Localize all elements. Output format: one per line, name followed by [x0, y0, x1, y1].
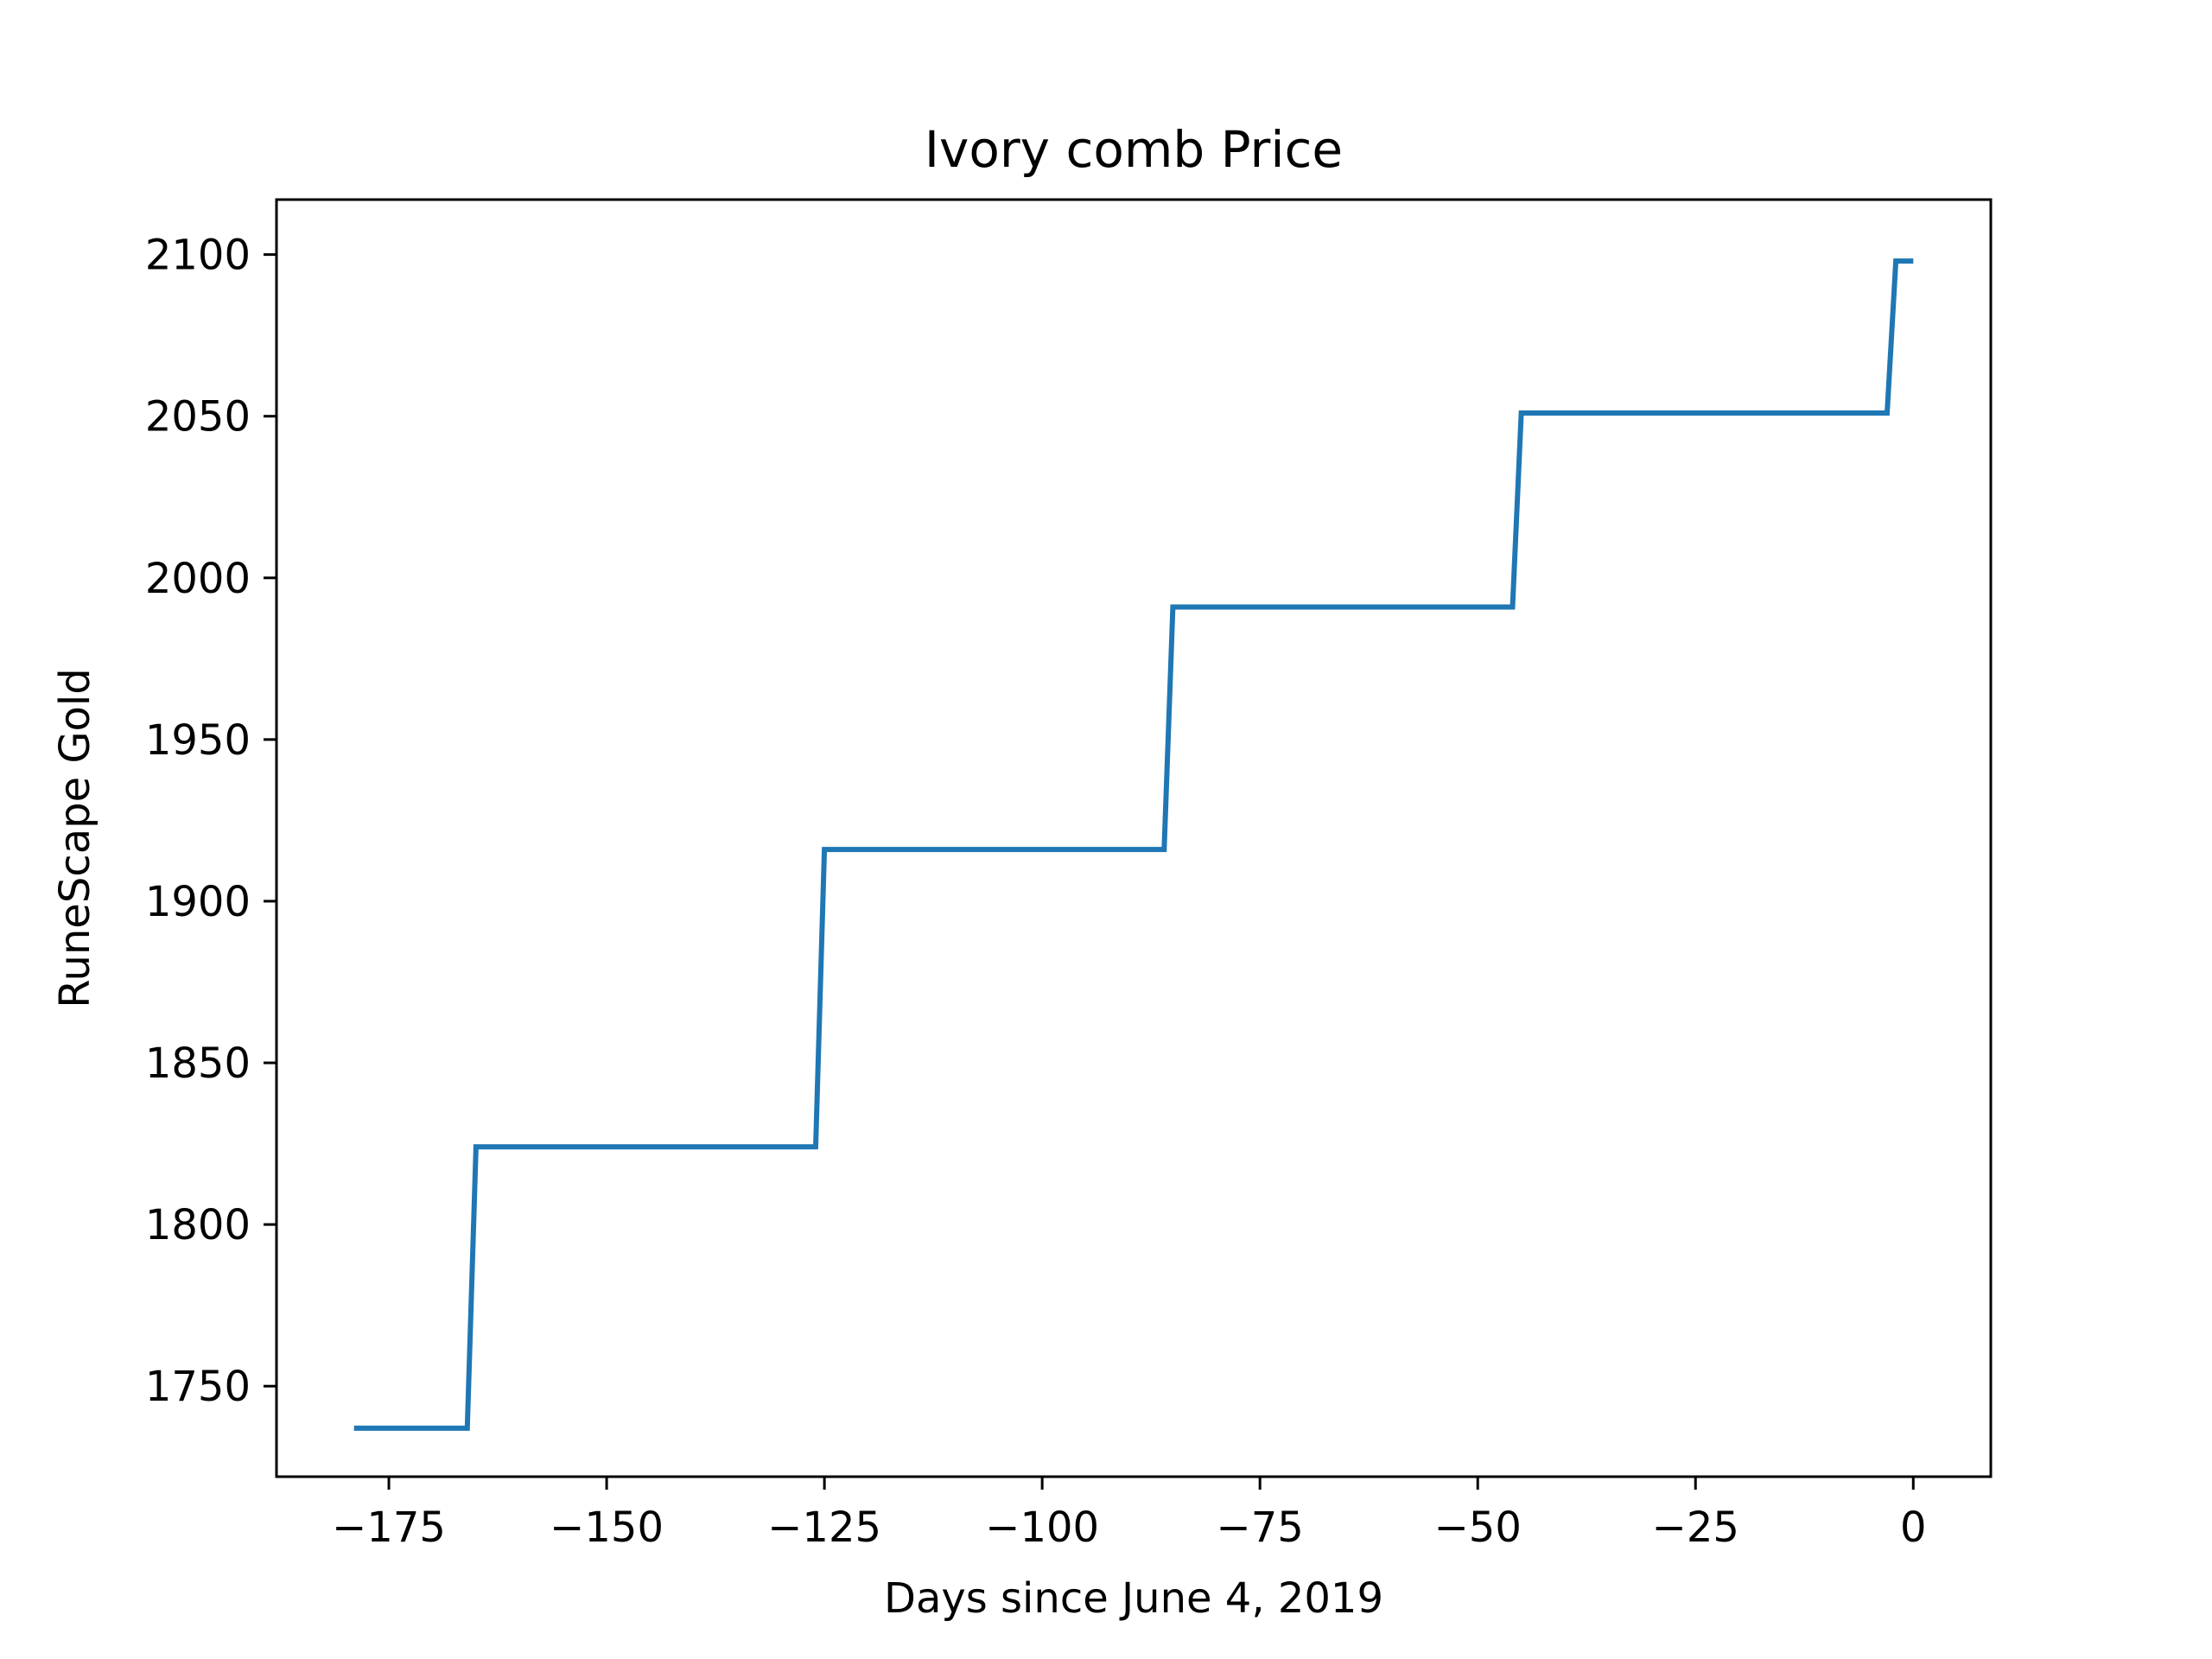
x-tick-label: −50	[1434, 1503, 1522, 1552]
y-tick-label: 1950	[145, 716, 251, 765]
y-tick-label: 2100	[145, 232, 251, 280]
y-tick-label: 1850	[145, 1039, 251, 1088]
x-axis-label: Days since June 4, 2019	[884, 1574, 1383, 1623]
y-axis: 1750 1800 1850 1900 1950 2000 2050 2100	[145, 232, 276, 1411]
x-axis: −175 −150 −125 −100 −75 −50 −25 0	[332, 1477, 1927, 1552]
plot-frame	[275, 198, 1993, 1478]
y-tick-label: 1900	[145, 878, 251, 926]
x-tick-label: −25	[1652, 1503, 1739, 1552]
price-line-series-0	[353, 258, 1914, 1431]
y-axis-label: RuneScape Gold	[51, 668, 99, 1007]
x-tick-label: −125	[767, 1503, 881, 1552]
chart-title: Ivory comb Price	[925, 120, 1343, 179]
x-tick-label: −75	[1217, 1503, 1304, 1552]
plot-area	[353, 258, 1914, 1431]
x-tick-label: −175	[332, 1503, 446, 1552]
x-tick-label: 0	[1900, 1503, 1927, 1552]
y-tick-label: 1750	[145, 1363, 251, 1411]
y-tick-label: 2050	[145, 393, 251, 442]
x-tick-label: −150	[550, 1503, 664, 1552]
x-tick-label: −100	[985, 1503, 1099, 1552]
y-tick-label: 1800	[145, 1201, 251, 1249]
y-tick-label: 2000	[145, 555, 251, 603]
